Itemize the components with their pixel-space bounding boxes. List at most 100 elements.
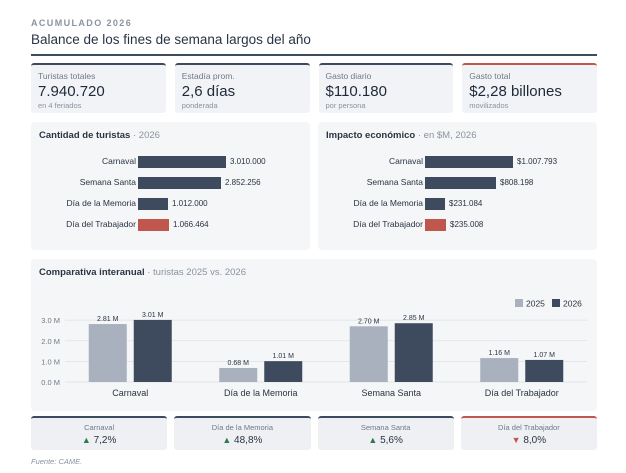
bar-value-label: 3.010.000 [230, 157, 266, 166]
change-percent: 7,2% [93, 435, 117, 446]
bar-category-label: Semana Santa [366, 177, 423, 187]
source-note: Fuente: CAME. [31, 457, 83, 466]
kpi-value: $110.180 [325, 83, 387, 100]
kpi-sub: en 4 feriados [38, 101, 82, 110]
change-label: Semana Santa [360, 423, 411, 432]
kpi-sub: por persona [325, 101, 366, 110]
header: ACUMULADO 2026 Balance de los fines de s… [31, 18, 597, 47]
bar [138, 156, 226, 168]
impact-chart-panel: Impacto económico · en $M, 2026 Carnaval… [318, 122, 597, 250]
change-percent: 48,8% [234, 435, 263, 446]
chart-title: Cantidad de turistas · 2026 [39, 130, 160, 141]
bar-category-label: Día de la Memoria [353, 198, 423, 208]
bar-value-label: 1.012.000 [172, 199, 208, 208]
chart-subtitle: turistas 2025 vs. 2026 [153, 267, 246, 278]
change-value: ▲ 7,2% [31, 435, 167, 446]
kpi-label: Estadía prom. [181, 71, 235, 81]
bar-value-label: 2.81 M [97, 316, 119, 323]
kpi-label: Gasto diario [325, 71, 372, 81]
kpi-card-daily-spend: Gasto diario $110.180 por persona [318, 63, 454, 113]
kpi-sub: ponderada [181, 101, 218, 110]
chart-title: Comparativa interanual · turistas 2025 v… [39, 267, 246, 278]
bar-value-label: 0.68 M [228, 360, 250, 367]
y-tick-label: 1.0 M [41, 357, 60, 366]
chart-subtitle: en $M, 2026 [423, 130, 477, 141]
kpi-value: 2,6 días [181, 83, 236, 100]
bar [425, 177, 496, 189]
bar-2026 [525, 359, 564, 382]
x-category-label: Semana Santa [361, 388, 421, 398]
bar-value-label: $808.198 [500, 178, 534, 187]
change-row: Carnaval ▲ 7,2% Día de la Memoria ▲ 48,8… [31, 416, 597, 450]
kpi-card-total-spend: Gasto total $2,28 billones movilizados [462, 63, 597, 113]
bar-value-label: 2.852.256 [225, 178, 261, 187]
chart-subtitle: 2026 [138, 130, 160, 141]
bar [425, 156, 513, 168]
arrow-up-icon: ▲ [222, 435, 232, 445]
chart-title-main: Cantidad de turistas [39, 130, 131, 141]
chart-title-main: Impacto económico [326, 130, 416, 141]
bar-value-label: 2.85 M [403, 315, 425, 322]
bar [138, 198, 168, 210]
change-card-semana-santa: Semana Santa ▲ 5,6% [317, 416, 454, 450]
bar-category-label: Carnaval [101, 156, 136, 166]
bar-2026 [133, 319, 172, 382]
legend-label: 2025 [526, 299, 545, 309]
chart-title-main: Comparativa interanual [39, 267, 145, 278]
arrow-down-icon: ▼ [511, 435, 521, 445]
bar-value-label: 1.066.464 [173, 220, 209, 229]
bar-value-label: 1.16 M [489, 350, 511, 357]
y-tick-label: 2.0 M [41, 337, 60, 346]
bar-category-label: Día de la Memoria [66, 198, 136, 208]
x-category-label: Carnaval [112, 388, 148, 398]
bar [138, 219, 169, 231]
legend-swatch [552, 299, 560, 307]
arrow-up-icon: ▲ [368, 435, 378, 445]
kpi-card-tourists: Turistas totales 7.940.720 en 4 feriados [31, 63, 166, 113]
bar-2026 [394, 323, 433, 382]
bar-category-label: Día del Trabajador [353, 219, 423, 229]
kpi-row: Turistas totales 7.940.720 en 4 feriados… [31, 63, 597, 113]
bar [138, 177, 221, 189]
change-card-trabajador: Día del Trabajador ▼ 8,0% [460, 416, 597, 450]
arrow-up-icon: ▲ [81, 435, 91, 445]
bar-value-label: 2.70 M [358, 318, 380, 325]
bar-2025 [349, 326, 388, 382]
change-percent: 8,0% [523, 435, 547, 446]
bar-2025 [219, 367, 258, 382]
kpi-label: Gasto total [469, 71, 511, 81]
bar-value-label: $1.007.793 [517, 157, 558, 166]
change-value: ▲ 48,8% [174, 435, 310, 446]
legend-label: 2026 [563, 299, 582, 309]
bar-category-label: Día del Trabajador [66, 219, 136, 229]
y-tick-label: 3.0 M [41, 316, 60, 325]
header-divider [31, 54, 597, 56]
bar-value-label: 3.01 M [142, 312, 164, 319]
x-category-label: Día del Trabajador [485, 388, 559, 398]
bar-category-label: Carnaval [388, 156, 423, 166]
bar-value-label: 1.01 M [273, 353, 295, 360]
bar-value-label: $231.084 [449, 199, 483, 208]
change-value: ▼ 8,0% [461, 435, 597, 446]
bar [425, 198, 445, 210]
change-label: Carnaval [84, 423, 115, 432]
change-percent: 5,6% [380, 435, 403, 446]
x-category-label: Día de la Memoria [224, 388, 298, 398]
bar-2025 [88, 324, 127, 382]
comparison-chart: 0.0 M 1.0 M 2.0 M 3.0 M 2.81 M 3.01 M Carnaval… [41, 299, 587, 398]
bar-value-label: $235.008 [450, 220, 484, 229]
change-label: Día del Trabajador [498, 423, 560, 432]
kpi-card-stay: Estadía prom. 2,6 días ponderada [174, 63, 310, 113]
tourists-chart-panel: Cantidad de turistas · 2026 Carnaval 3.01… [31, 122, 310, 250]
kpi-value: $2,28 billones [469, 83, 562, 100]
header-kicker: ACUMULADO 2026 [31, 18, 133, 28]
kpi-label: Turistas totales [38, 71, 96, 81]
bar [425, 219, 446, 231]
change-label: Día de la Memoria [211, 423, 274, 432]
bar-2026 [264, 361, 303, 382]
bar-2025 [480, 358, 519, 382]
page-title: Balance de los fines de semana largos de… [31, 32, 311, 47]
kpi-value: 7.940.720 [38, 83, 105, 100]
legend-swatch [515, 299, 523, 307]
bar-category-label: Semana Santa [79, 177, 136, 187]
